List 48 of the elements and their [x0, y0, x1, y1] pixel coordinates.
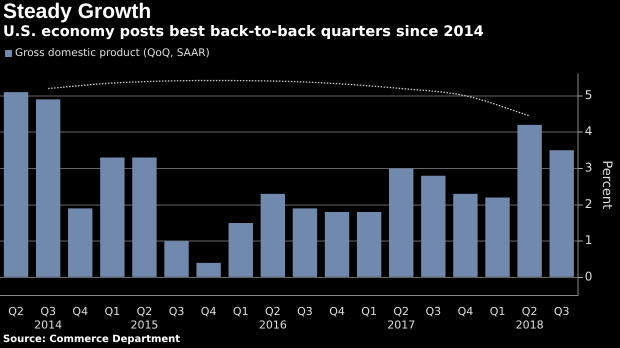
y-tick-label: 1: [584, 233, 592, 248]
x-tick-label: Q3 2014: [34, 305, 62, 332]
y-tick-label: 4: [584, 124, 592, 138]
bar: [517, 124, 542, 277]
bar: [100, 158, 125, 277]
bar: [485, 198, 510, 277]
x-tick-label: Q4: [200, 305, 216, 318]
bar: [356, 212, 382, 277]
legend-label: Gross domestic product (QoQ, SAAR): [15, 47, 210, 59]
x-tick-label: Q3: [554, 305, 570, 318]
bar: [132, 158, 157, 277]
x-tick-label: Q3: [297, 305, 313, 318]
bar: [228, 222, 253, 277]
x-tick-label: Q2 2015: [130, 305, 158, 332]
bar: [4, 92, 28, 277]
bar: [36, 99, 60, 277]
x-tick-label: Q3: [168, 305, 184, 318]
x-tick-label: Q3: [425, 305, 442, 318]
bar: [389, 168, 414, 277]
x-tick-label: Q2 2018: [516, 305, 544, 332]
chart-subtitle: U.S. economy posts best back-to-back quarters since 2014: [3, 24, 484, 40]
x-tick-label: Q4: [329, 305, 345, 318]
y-tick-label: 0: [584, 270, 592, 284]
x-tick-label: Q1: [361, 305, 377, 318]
bar: [421, 176, 446, 277]
x-tick-label: Q1: [490, 305, 506, 318]
x-tick-label: Q4: [458, 305, 474, 318]
bar: [196, 262, 221, 277]
x-tick-label: Q1: [104, 305, 120, 318]
bar: [68, 208, 92, 277]
x-tick-label: Q4: [72, 305, 88, 318]
y-axis-title: Percent: [598, 160, 614, 210]
y-tick-label: 2: [584, 196, 592, 211]
chart-title: Steady Growth: [3, 0, 152, 24]
bar: [260, 194, 286, 277]
source-note: Source: Commerce Department: [3, 334, 180, 345]
bar: [550, 150, 574, 277]
bar: [324, 212, 350, 277]
bar: [292, 208, 318, 277]
y-tick-label: 3: [584, 160, 592, 175]
x-tick-label: Q1: [232, 305, 249, 318]
line-series: [47, 80, 530, 116]
y-tick-label: 5: [584, 88, 592, 102]
x-tick-label: Q2 2017: [387, 305, 416, 332]
bar: [453, 194, 478, 277]
x-tick-label: Q2 2016: [258, 305, 287, 332]
bar: [164, 241, 189, 277]
x-tick-label: Q2: [8, 305, 24, 318]
